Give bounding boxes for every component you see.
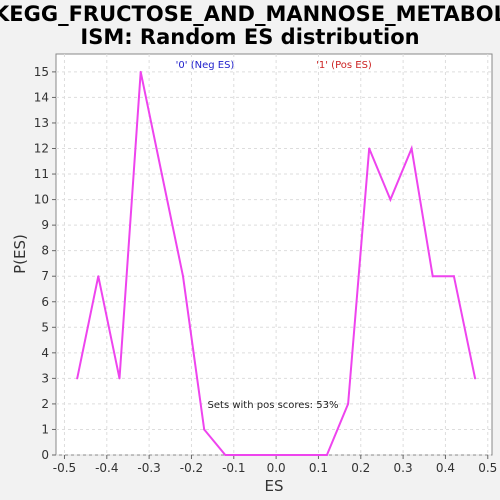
y-tick-label: 14 bbox=[34, 90, 49, 104]
series-line bbox=[76, 71, 477, 456]
y-tick-label: 9 bbox=[41, 218, 49, 232]
data-point bbox=[389, 198, 392, 201]
data-point bbox=[181, 275, 184, 278]
data-point bbox=[308, 454, 311, 456]
data-point bbox=[325, 454, 328, 456]
data-point bbox=[452, 275, 455, 278]
data-point bbox=[368, 147, 371, 150]
y-tick-label: 5 bbox=[41, 320, 49, 334]
x-tick-label: -0.2 bbox=[180, 461, 203, 475]
data-point bbox=[431, 275, 434, 278]
y-tick-label: 3 bbox=[41, 371, 49, 385]
y-tick-label: 7 bbox=[41, 269, 49, 283]
y-tick-label: 13 bbox=[34, 116, 49, 130]
y-tick-label: 11 bbox=[34, 167, 49, 181]
data-point bbox=[160, 173, 163, 176]
data-point bbox=[287, 454, 290, 456]
data-point bbox=[97, 275, 100, 278]
y-tick-label: 2 bbox=[41, 397, 49, 411]
y-axis-label: P(ES) bbox=[11, 234, 29, 274]
chart-title-line-2: ISM: Random ES distribution bbox=[80, 25, 419, 49]
legend-entry-neg: '0' (Neg ES) bbox=[176, 60, 235, 71]
y-tick-label: 8 bbox=[41, 244, 49, 258]
grid-lines bbox=[56, 54, 492, 456]
y-tick-label: 15 bbox=[34, 65, 49, 79]
x-tick-label: 0.5 bbox=[478, 461, 497, 475]
data-point bbox=[76, 377, 79, 380]
x-tick-label: 0.1 bbox=[309, 461, 328, 475]
x-tick-label: -0.3 bbox=[137, 461, 160, 475]
data-point bbox=[139, 70, 142, 73]
data-point bbox=[410, 147, 413, 150]
data-point bbox=[203, 428, 206, 431]
x-tick-label: -0.4 bbox=[95, 461, 118, 475]
y-tick-label: 0 bbox=[41, 448, 49, 462]
y-tick-label: 1 bbox=[41, 422, 49, 436]
y-tick-label: 4 bbox=[41, 346, 49, 360]
series-layer bbox=[76, 70, 477, 456]
y-tick-label: 6 bbox=[41, 295, 49, 309]
x-tick-label: -0.1 bbox=[222, 461, 245, 475]
data-point bbox=[245, 454, 248, 456]
x-tick-label: 0.3 bbox=[394, 461, 413, 475]
x-axis-label: ES bbox=[265, 477, 284, 495]
data-point bbox=[266, 454, 269, 456]
x-tick-label: 0.4 bbox=[436, 461, 455, 475]
pos-score-annotation: Sets with pos scores: 53% bbox=[208, 400, 339, 411]
legend-entry-pos: '1' (Pos ES) bbox=[316, 60, 372, 71]
data-point bbox=[118, 377, 121, 380]
data-point bbox=[347, 402, 350, 405]
x-tick-label: 0.0 bbox=[267, 461, 286, 475]
data-point bbox=[474, 377, 477, 380]
x-tick-label: -0.5 bbox=[53, 461, 76, 475]
y-tick-label: 10 bbox=[34, 193, 49, 207]
y-tick-label: 12 bbox=[34, 142, 49, 156]
chart-title-line-1: KEGG_FRUCTOSE_AND_MANNOSE_METABOL bbox=[0, 2, 500, 26]
x-tick-label: 0.2 bbox=[351, 461, 370, 475]
plot-area bbox=[55, 53, 493, 456]
data-point bbox=[224, 454, 227, 456]
